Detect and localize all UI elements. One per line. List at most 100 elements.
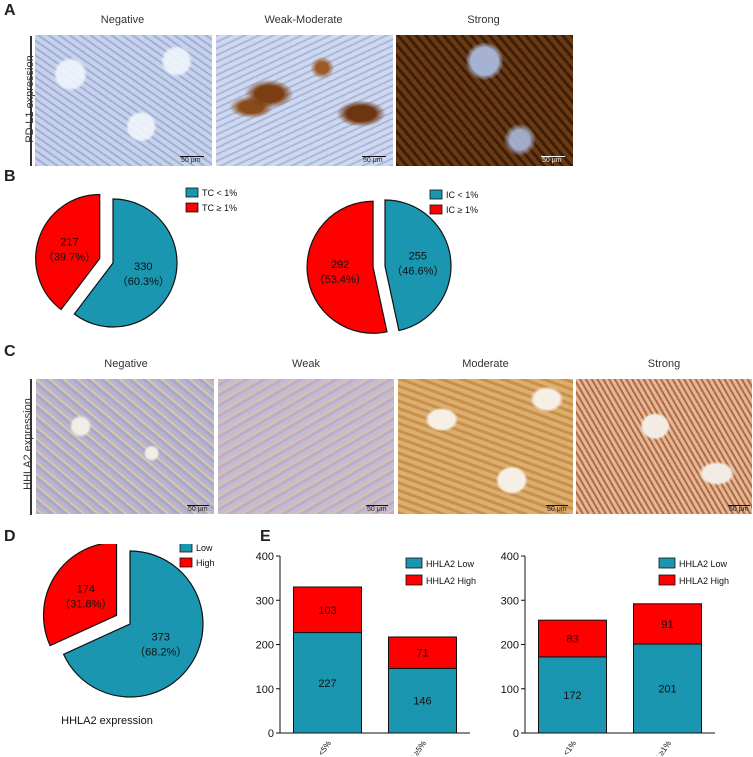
legend-label: HHLA2 Low [426,559,475,569]
slice-percent-label: （46.6%） [391,265,444,278]
legend-label: TC ≥ 1% [202,203,237,213]
bar-value-label: 71 [416,648,428,660]
y-tick-label: 200 [256,640,274,652]
panel-letter-d: D [4,528,16,545]
bar-value-label: 227 [318,678,336,690]
scale-line-a1 [180,156,204,157]
pie-slice-teal [73,198,178,328]
stacked-bar-chart-tc: 0 100 200 300 400 227 103 PD-L1 TC <5% 146 71 PD-L… [256,551,476,756]
panel-letter-e: E [260,528,271,545]
scale-label-c4: 50 μm [729,506,749,513]
bar-value-label: 172 [563,690,581,702]
bar-segment-high [388,636,457,669]
slice-percent-label: （60.3%） [117,275,170,288]
scale-line-c2 [366,505,388,506]
pie-slice-red [35,193,101,311]
bar-value-label: 103 [318,605,336,617]
pie-slice-red [306,200,388,334]
legend-swatch [658,574,676,586]
legend-swatch [185,187,199,198]
slice-count-label: 330 [134,261,152,273]
row-bracket-a [30,36,32,166]
scale-label-c1: 50 μm [188,506,208,513]
panel-letter-a: A [4,2,16,19]
slice-count-label: 292 [331,259,349,271]
slice-count-label: 217 [60,236,78,248]
slice-percent-label: （31.8%） [59,598,112,611]
pie-chart-hhla2: 373 （68.2%） 174 （31.8%） Low High HHLA2 express… [43,544,215,727]
scale-label-a2: 50 μm [363,157,383,164]
y-tick-label: 400 [501,551,519,563]
legend-label: HHLA2 High [426,576,476,586]
pie-chart-tc: 330 （60.3%） 217 （39.7%） TC < 1% TC ≥ 1% [35,187,237,328]
y-tick-label: 100 [501,684,519,696]
row-bracket-c [30,379,32,515]
legend-swatch [405,574,423,586]
slice-count-label: 373 [152,632,170,644]
pie-xlabel: HHLA2 expression [61,715,153,727]
y-tick-label: 0 [513,728,519,740]
slice-count-label: 255 [409,251,427,263]
y-tick-label: 0 [268,728,274,740]
y-tick-label: 200 [501,640,519,652]
panel-letter-b: B [4,168,16,185]
x-category-label: PD-L1 IC <1% [541,739,578,756]
y-tick-label: 300 [256,595,274,607]
scale-label-a1: 50 μm [181,157,201,164]
scale-line-c4 [728,505,750,506]
scale-line-a2 [362,156,386,157]
micrograph-hhla2-moderate [398,379,573,514]
panel-letter-c: C [4,343,16,360]
micrograph-pdl1-negative [35,35,212,166]
legend-label: IC < 1% [446,190,478,200]
legend-label: High [196,558,215,568]
slice-percent-label: （68.2%） [134,646,187,659]
pie-chart-ic: 255 （46.6%） 292 （53.4%） IC < 1% IC ≥ 1% [306,189,478,334]
pie-slice-teal [62,550,204,698]
col-title-strong-a: Strong [467,14,500,26]
bar-segment-low [538,656,607,734]
stacked-bar-chart-ic: 0 100 200 300 400 172 83 PD-L1 IC <1% 201 91 PD-L1… [501,551,729,756]
scale-label-c2: 50 μm [367,506,387,513]
legend-swatch [179,544,193,553]
slice-count-label: 174 [77,584,95,596]
scale-line-c1 [187,505,209,506]
legend-label: HHLA2 High [679,576,729,586]
slice-percent-label: （39.7%） [43,250,96,263]
legend-label: IC ≥ 1% [446,205,478,215]
col-title-weak-moderate-a: Weak-Moderate [264,14,343,26]
legend-swatch [429,189,443,200]
micrograph-hhla2-strong [576,379,752,514]
scale-label-c3: 50 μm [547,506,567,513]
legend-swatch [658,557,676,569]
scale-label-a3: 50 μm [542,157,562,164]
slice-percent-label: （53.4%） [314,273,367,286]
x-category-label: PD-L1 IC ≥1% [636,739,673,756]
bar-segment-low [293,632,362,734]
bar-value-label: 91 [661,619,673,631]
col-title-negative-a: Negative [100,14,145,26]
legend-swatch [429,204,443,215]
col-title-moderate-c: Moderate [462,358,509,370]
pie-slice-red [43,544,118,647]
y-tick-label: 400 [256,551,274,563]
bar-segment-high [293,586,362,634]
legend-swatch [179,557,193,568]
scale-line-c3 [546,505,568,506]
pie-slice-teal [384,199,452,332]
x-category-label: PD-L1 TC ≥5% [390,739,428,756]
y-tick-label: 300 [501,595,519,607]
scale-line-a3 [541,156,565,157]
bar-segment-low [388,667,457,734]
micrograph-pdl1-weak-moderate [216,35,393,166]
bar-value-label: 146 [413,696,431,708]
y-tick-label: 100 [256,684,274,696]
micrograph-pdl1-strong [396,35,573,166]
col-title-weak-c: Weak [292,358,320,370]
legend-swatch [185,202,199,213]
hhla2-row-label: HHLA2 expression [22,398,34,490]
legend-label: TC < 1% [202,188,237,198]
legend-label: HHLA2 Low [679,559,728,569]
bar-value-label: 201 [658,684,676,696]
micrograph-hhla2-negative [36,379,214,514]
